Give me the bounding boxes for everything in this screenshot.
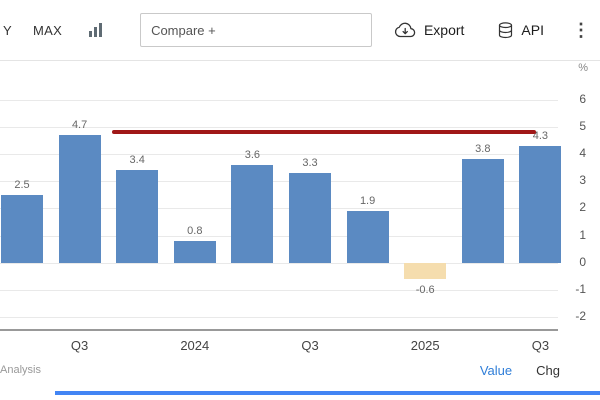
y-axis-unit-label: % xyxy=(578,62,588,74)
series-toggle-links: Value Chg xyxy=(480,363,560,378)
y-axis-tick-label: 4 xyxy=(579,146,586,160)
bar-value-label: 3.4 xyxy=(129,154,145,167)
bar-value-label: -0.6 xyxy=(415,284,435,297)
x-axis-tick-label: Q3 xyxy=(531,338,550,353)
y-axis-tick-label: 1 xyxy=(579,227,586,242)
api-label: API xyxy=(521,22,544,38)
range-button-y[interactable]: Y xyxy=(3,22,12,38)
bar-value-label: 3.6 xyxy=(244,148,261,161)
database-icon xyxy=(498,21,513,39)
kebab-menu-icon[interactable]: ⋮ xyxy=(572,20,590,40)
chart-area: % 2.5 4.7 3.4 0.8 3.6 3.3 1.9 -0.6 3.8 4.3 6 5 4 3 2 1… xyxy=(0,61,600,357)
bar-0[interactable] xyxy=(1,194,43,263)
bar-value-label: 3.3 xyxy=(302,157,318,169)
x-axis-tick-label: 2024 xyxy=(180,338,210,353)
gridline xyxy=(0,290,558,292)
chart-footer: Analysis Value Chg xyxy=(0,357,600,383)
bar-value-label: 1.9 xyxy=(359,195,376,208)
bar-5[interactable] xyxy=(289,173,331,263)
gridline xyxy=(0,235,558,237)
api-button[interactable]: API xyxy=(498,21,544,39)
bar-9[interactable] xyxy=(519,145,562,263)
gridline xyxy=(0,154,558,155)
y-axis-tick-label: 0 xyxy=(579,254,586,269)
range-button-max[interactable]: MAX xyxy=(32,22,63,38)
x-axis-tick-label: 2025 xyxy=(410,338,440,353)
y-axis-tick-label: 5 xyxy=(579,118,586,133)
bottom-blue-bar xyxy=(55,391,600,395)
bar-4[interactable] xyxy=(231,164,274,263)
chg-toggle-link[interactable]: Chg xyxy=(536,362,560,378)
chart-type-button[interactable] xyxy=(88,22,104,38)
x-axis-tick-label: Q3 xyxy=(70,338,89,353)
gridline xyxy=(0,262,558,264)
gridline xyxy=(0,317,558,319)
y-axis-tick-label: 3 xyxy=(579,173,586,188)
gridline xyxy=(0,181,558,183)
y-axis-tick-label: 6 xyxy=(579,91,586,106)
bar-7[interactable] xyxy=(404,262,447,280)
bar-value-label: 4.7 xyxy=(71,118,88,131)
gridline xyxy=(0,99,558,101)
bar-2[interactable] xyxy=(116,170,159,263)
bar-chart-icon xyxy=(88,22,104,38)
compare-input[interactable] xyxy=(140,13,373,47)
y-axis-tick-label: 2 xyxy=(579,200,586,215)
bar-value-label: 3.8 xyxy=(475,143,491,156)
bar-3[interactable] xyxy=(173,241,216,263)
export-button[interactable]: Export xyxy=(394,22,464,39)
y-axis-tick-label: -1 xyxy=(575,282,586,297)
annotation-line xyxy=(111,130,536,135)
plot-region: 2.5 4.7 3.4 0.8 3.6 3.3 1.9 -0.6 3.8 4.3 xyxy=(0,75,562,331)
gridline xyxy=(0,208,558,210)
x-axis-tick-label: Q3 xyxy=(301,338,319,353)
export-label: Export xyxy=(423,22,465,38)
cloud-download-icon xyxy=(394,22,416,39)
bar-6[interactable] xyxy=(346,211,389,263)
bar-1[interactable] xyxy=(58,134,101,263)
value-toggle-link[interactable]: Value xyxy=(479,362,513,378)
bar-value-label: 2.5 xyxy=(14,178,30,191)
bar-8[interactable] xyxy=(461,159,504,263)
y-axis-tick-label: -2 xyxy=(575,309,586,324)
source-attribution: Analysis xyxy=(0,364,41,376)
gridline xyxy=(0,126,558,128)
bar-value-label: 0.8 xyxy=(187,225,203,238)
toolbar: Y MAX Export xyxy=(0,0,600,61)
bar-value-label: 4.3 xyxy=(532,129,549,142)
